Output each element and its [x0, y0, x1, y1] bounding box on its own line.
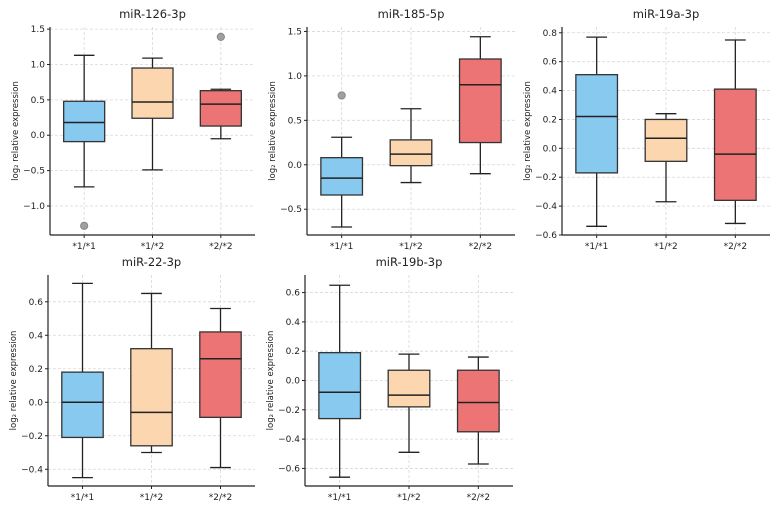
box-*2/*2	[456, 369, 500, 433]
box-*1/*1	[61, 371, 104, 439]
chart-title: miR-185-5p	[378, 7, 445, 21]
box-*1/*2	[131, 67, 174, 119]
y-axis-label: log₂ relative expression	[523, 81, 533, 181]
chart-title: miR-22-3p	[122, 255, 181, 269]
xtick-label: *1/*2	[399, 242, 422, 252]
ytick-label: −0.5	[23, 167, 45, 177]
ytick-label: 0.0	[543, 144, 558, 154]
y-axis-label: log₂ relative expression	[11, 81, 21, 181]
ytick-label: −1.0	[23, 202, 45, 212]
ytick-label: 0.2	[286, 347, 300, 357]
xtick-label: *2/*2	[209, 493, 232, 503]
xtick-label: *2/*2	[724, 242, 747, 252]
xtick-label: *1/*1	[328, 493, 351, 503]
chart-title: miR-126-3p	[119, 7, 186, 21]
box-*1/*2	[387, 369, 431, 408]
panel-miR-185-5p: −0.5 0.0 0.5 1.0 1.5 *1/*1 *1/*2 *2/*2 miR-185-5…	[268, 7, 515, 252]
y-axis-label: log₂ relative expression	[9, 331, 19, 431]
chart-title: miR-19b-3p	[376, 255, 443, 269]
ytick-label: 1.0	[31, 60, 46, 70]
ytick-label: −0.5	[280, 205, 302, 215]
xtick-label: *1/*1	[71, 493, 94, 503]
ytick-label: 0.8	[543, 29, 558, 39]
ytick-label: 1.5	[31, 25, 45, 35]
box-*1/*1	[318, 352, 362, 420]
ytick-label: −0.2	[21, 432, 43, 442]
outlier-point	[216, 32, 225, 42]
box-*1/*1	[63, 100, 106, 143]
y-axis-label: log₂ relative expression	[266, 331, 276, 431]
panel-miR-19b-3p: −0.6 −0.4 −0.2 0.0 0.2 0.4 0.6 *1/*1 *1/*2 *2/*2 m…	[266, 255, 513, 503]
ytick-label: −0.2	[535, 173, 557, 183]
ytick-label: 0.0	[288, 161, 303, 171]
xtick-label: *1/*1	[330, 242, 353, 252]
ytick-label: −0.2	[278, 406, 300, 416]
box-*1/*2	[644, 118, 688, 162]
box-*1/*1	[320, 157, 364, 196]
xtick-label: *1/*1	[72, 242, 95, 252]
ytick-label: −0.6	[535, 231, 557, 241]
ytick-label: 0.2	[29, 365, 43, 375]
panel-miR-22-3p: −0.4 −0.2 0.0 0.2 0.4 0.6 *1/*1 *1/*2 *2/*2 miR-2…	[9, 255, 255, 503]
box-*2/*2	[199, 331, 242, 418]
xtick-label: *2/*2	[467, 493, 490, 503]
panel-miR-126-3p: −1.0 −0.5 0.0 0.5 1.0 1.5 *1/*1 *1/*2 *2/*2 miR-1…	[11, 7, 255, 252]
ytick-label: 0.0	[286, 377, 301, 387]
ytick-label: 0.6	[286, 289, 301, 299]
box-*1/*2	[130, 348, 173, 447]
ytick-label: −0.4	[21, 465, 43, 475]
panel-miR-19a-3p: −0.6 −0.4 −0.2 0.0 0.2 0.4 0.6 0.8 *1/*1 *1/*2 *2/…	[523, 7, 770, 252]
box-*2/*2	[458, 58, 502, 144]
ytick-label: 0.5	[31, 96, 45, 106]
box-*1/*2	[389, 139, 433, 167]
xtick-label: *2/*2	[469, 242, 492, 252]
xtick-label: *1/*1	[585, 242, 608, 252]
ytick-label: 0.4	[286, 318, 301, 328]
ytick-label: 0.4	[543, 87, 558, 97]
ytick-label: 1.5	[288, 27, 302, 37]
ytick-label: 0.0	[31, 131, 46, 141]
box-*1/*1	[575, 74, 619, 174]
outlier-point	[337, 91, 346, 100]
xtick-label: *1/*2	[397, 493, 420, 503]
box-*2/*2	[713, 88, 757, 201]
box-*2/*2	[199, 90, 242, 127]
ytick-label: 0.4	[29, 331, 44, 341]
chart-title: miR-19a-3p	[633, 7, 700, 21]
xtick-label: *1/*2	[141, 242, 164, 252]
xtick-label: *2/*2	[209, 242, 232, 252]
ytick-label: 0.6	[29, 298, 44, 308]
ytick-label: 0.6	[543, 58, 558, 68]
xtick-label: *1/*2	[654, 242, 677, 252]
ytick-label: −0.4	[535, 202, 557, 212]
ytick-label: 0.5	[288, 116, 302, 126]
ytick-label: −0.4	[278, 435, 300, 445]
y-axis-label: log₂ relative expression	[268, 81, 278, 181]
ytick-label: −0.6	[278, 464, 300, 474]
ytick-label: 0.2	[543, 115, 557, 125]
xtick-label: *1/*2	[140, 493, 163, 503]
ytick-label: 0.0	[29, 398, 44, 408]
ytick-label: 1.0	[288, 72, 303, 82]
outlier-point	[80, 221, 89, 230]
